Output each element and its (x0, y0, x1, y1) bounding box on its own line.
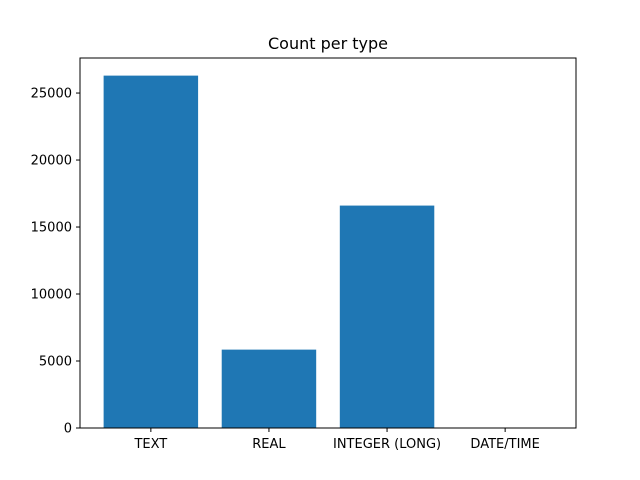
y-tick-label: 5000 (39, 355, 72, 370)
y-tick-label: 15000 (31, 221, 72, 236)
x-tick-label: INTEGER (LONG) (333, 437, 441, 452)
bar (103, 75, 199, 429)
bar (339, 205, 435, 428)
x-tick-label: TEXT (133, 437, 167, 452)
chart-title: Count per type (268, 34, 388, 53)
y-tick-label: 20000 (31, 154, 72, 169)
x-tick-label: DATE/TIME (470, 437, 539, 452)
y-tick-label: 10000 (31, 288, 72, 303)
y-tick-label: 25000 (31, 87, 72, 102)
ticks-layer: TEXT REAL INTEGER (LONG) DATE/TIME 0 5000 1000… (31, 87, 540, 452)
bars-layer (103, 75, 435, 429)
x-tick-label: REAL (252, 437, 286, 452)
bar (221, 349, 317, 428)
plot-area-frame (79, 57, 577, 429)
y-tick-label: 0 (64, 422, 72, 437)
